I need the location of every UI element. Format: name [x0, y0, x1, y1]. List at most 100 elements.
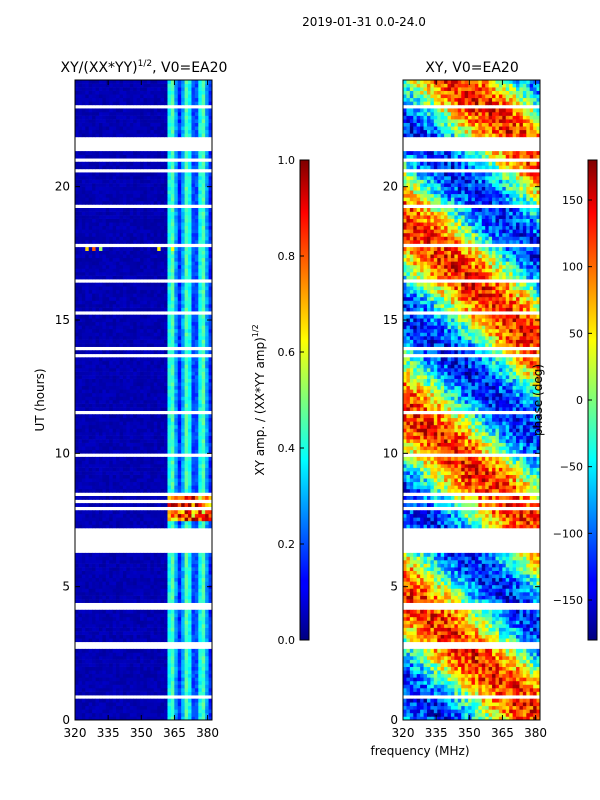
left-heatmap-cell	[188, 407, 192, 411]
left-heatmap-cell	[126, 656, 131, 660]
left-heatmap-cell	[181, 456, 185, 461]
left-heatmap-cell	[119, 261, 124, 266]
left-heatmap-cell	[133, 638, 138, 643]
left-heatmap-cell	[198, 314, 203, 319]
left-heatmap-cell	[98, 648, 103, 653]
left-heatmap-cell	[140, 652, 144, 657]
left-heatmap-cell	[194, 236, 199, 241]
left-heatmap-cell	[184, 698, 189, 703]
left-heatmap-cell	[136, 691, 141, 696]
left-heatmap-cell	[198, 656, 203, 660]
left-heatmap-cell	[181, 712, 185, 717]
left-heatmap-cell	[194, 485, 199, 490]
left-heatmap-cell	[143, 261, 148, 266]
left-heatmap-cell	[208, 716, 212, 720]
left-heatmap-cell	[146, 663, 151, 667]
left-heatmap-cell	[122, 556, 127, 561]
left-heatmap-cell	[88, 634, 93, 639]
left-heatmap-cell	[95, 485, 100, 490]
left-heatmap-cell	[98, 328, 103, 333]
left-heatmap-cell	[116, 264, 120, 269]
left-heatmap-cell	[112, 236, 117, 241]
left-heatmap-cell	[78, 382, 83, 387]
left-heatmap-cell	[129, 513, 134, 518]
left-heatmap-cell	[75, 648, 79, 653]
left-heatmap-cell	[188, 702, 192, 707]
left-heatmap-cell	[129, 680, 134, 685]
left-heatmap-cell	[184, 446, 189, 451]
left-heatmap-cell	[133, 307, 138, 312]
left-heatmap-cell	[119, 574, 124, 579]
left-heatmap-cell	[102, 613, 107, 618]
left-heatmap-cell	[109, 325, 114, 330]
left-heatmap-cell	[174, 332, 179, 337]
left-heatmap-cell	[174, 616, 179, 621]
left-heatmap-cell	[85, 670, 90, 675]
left-heatmap-cell	[194, 474, 199, 479]
left-heatmap-cell	[81, 232, 86, 237]
left-heatmap-cell	[146, 232, 151, 237]
left-heatmap-cell	[85, 560, 90, 564]
left-heatmap-cell	[194, 261, 199, 266]
left-heatmap-cell	[181, 432, 185, 436]
left-heatmap-cell	[167, 321, 172, 326]
left-heatmap-cell	[205, 364, 209, 369]
left-heatmap-cell	[88, 208, 93, 212]
left-heatmap-cell	[122, 257, 127, 262]
left-heatmap-cell	[116, 442, 120, 447]
left-heatmap-cell	[112, 296, 117, 301]
left-heatmap-cell	[177, 552, 182, 557]
left-heatmap-cell	[181, 638, 185, 643]
left-heatmap-cell	[105, 321, 110, 326]
left-heatmap-cell	[188, 634, 192, 639]
left-heatmap-cell	[205, 691, 209, 696]
left-heatmap-cell	[81, 360, 86, 365]
left-heatmap-cell	[85, 286, 90, 291]
left-heatmap-cell	[150, 403, 155, 408]
left-heatmap-cell	[150, 627, 155, 632]
left-heatmap-cell	[136, 403, 141, 408]
left-heatmap-cell	[136, 659, 141, 664]
left-heatmap-cell	[174, 449, 179, 454]
left-heatmap-cell	[136, 325, 141, 330]
left-heatmap-cell	[88, 556, 93, 561]
left-heatmap-cell	[88, 513, 93, 518]
left-heatmap-cell	[157, 616, 162, 621]
left-heatmap-cell	[88, 222, 93, 227]
left-heatmap-cell	[78, 343, 83, 347]
left-heatmap-cell	[81, 631, 86, 635]
left-heatmap-cell	[119, 485, 124, 490]
left-heatmap-cell	[191, 229, 196, 234]
left-heatmap-cell	[129, 368, 134, 372]
left-heatmap-cell	[181, 215, 185, 219]
left-heatmap-cell	[170, 648, 175, 653]
left-heatmap-cell	[119, 599, 124, 603]
left-heatmap-cell	[184, 250, 189, 255]
left-heatmap-cell	[188, 414, 192, 419]
left-heatmap-cell	[170, 698, 175, 703]
left-heatmap-cell	[146, 510, 151, 515]
left-heatmap-cell	[174, 595, 179, 600]
left-heatmap-cell	[198, 705, 203, 710]
left-heatmap-cell	[81, 584, 86, 589]
left-heatmap-cell	[78, 631, 83, 635]
left-heatmap-cell	[112, 343, 117, 347]
left-heatmap-cell	[98, 424, 103, 429]
left-heatmap-cell	[102, 403, 107, 408]
left-heatmap-cell	[92, 400, 96, 404]
left-heatmap-cell	[146, 485, 151, 490]
left-heatmap-cell	[126, 460, 131, 465]
left-heatmap-cell	[153, 378, 158, 383]
left-heatmap-cell	[129, 570, 134, 575]
left-heatmap-cell	[112, 328, 117, 333]
left-heatmap-cell	[150, 417, 155, 422]
left-heatmap-cell	[119, 666, 124, 671]
left-heatmap-cell	[105, 257, 110, 262]
left-heatmap-cell	[146, 385, 151, 390]
left-heatmap-cell	[116, 421, 120, 426]
left-heatmap-cell	[177, 620, 182, 625]
left-heatmap-cell	[81, 524, 86, 529]
left-heatmap-cell	[157, 424, 162, 429]
left-heatmap-cell	[150, 378, 155, 383]
left-heatmap-cell	[116, 503, 120, 507]
